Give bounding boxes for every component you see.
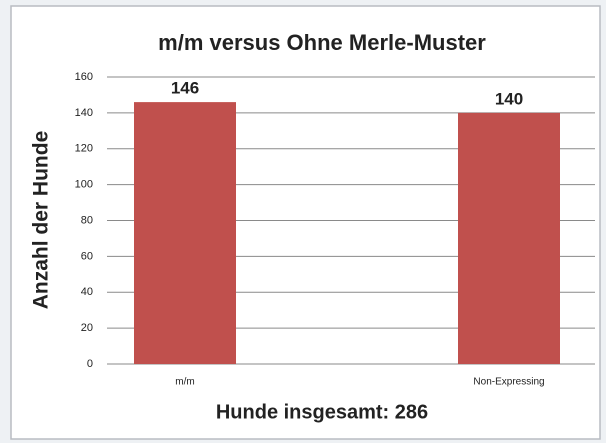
x-tick-label: m/m — [175, 377, 194, 388]
y-axis-label: Anzahl der Hunde — [30, 131, 53, 310]
bar — [458, 112, 560, 364]
y-tick-label: 140 — [75, 107, 93, 119]
x-axis-label: Hunde insgesamt: 286 — [216, 401, 428, 423]
y-tick-label: 0 — [87, 358, 93, 370]
y-tick-label: 40 — [81, 286, 93, 298]
y-tick-label: 100 — [75, 179, 93, 191]
chart-title: m/m versus Ohne Merle-Muster — [158, 30, 486, 55]
y-tick-label: 80 — [81, 214, 93, 226]
y-tick-label: 60 — [81, 250, 93, 262]
y-tick-label: 20 — [81, 322, 93, 334]
x-tick-label: Non-Expressing — [473, 377, 544, 388]
bar — [134, 102, 236, 365]
data-label: 146 — [171, 79, 199, 98]
y-tick-label: 120 — [75, 143, 93, 155]
data-label: 140 — [495, 89, 523, 108]
y-tick-label: 160 — [75, 71, 93, 83]
